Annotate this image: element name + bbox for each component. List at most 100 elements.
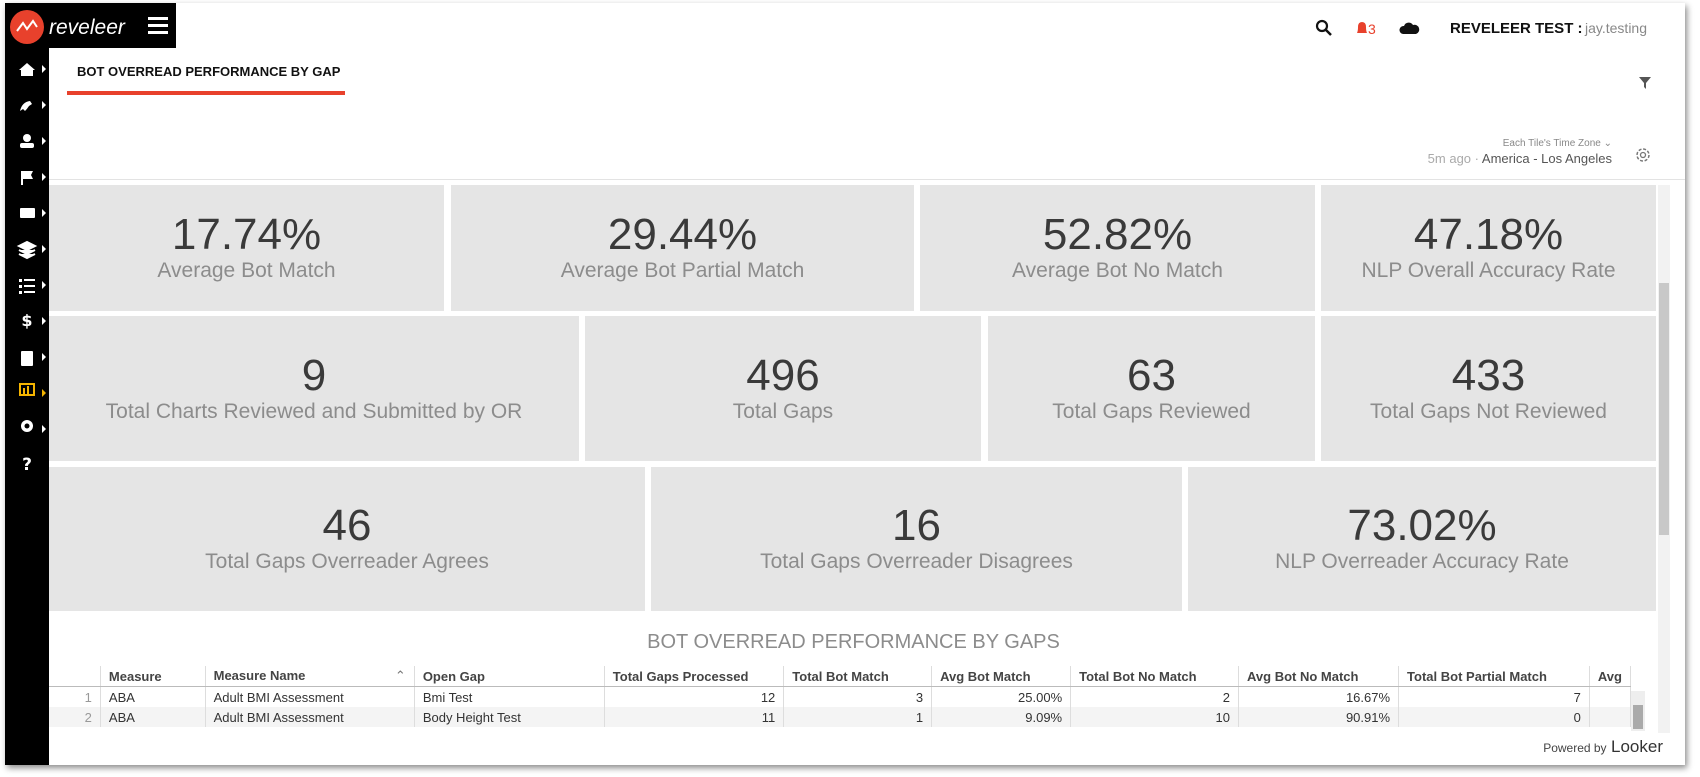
cell: 7 <box>1398 686 1590 707</box>
scrollbar[interactable] <box>1658 185 1670 733</box>
cell: ABA <box>100 686 206 707</box>
tile-value: 63 <box>1127 350 1176 400</box>
column-header[interactable]: Total Gaps Processed <box>604 666 785 687</box>
tile-label: Total Gaps Not Reviewed <box>1370 399 1607 423</box>
nav-briefcase[interactable] <box>20 208 35 218</box>
tile-label: Average Bot Match <box>157 259 336 282</box>
cell: 3 <box>783 686 933 707</box>
tile-label: Total Charts Reviewed and Submitted by O… <box>105 399 523 423</box>
cell: 9.09% <box>931 707 1072 727</box>
column-header[interactable]: Avg Bot No Match <box>1238 666 1400 687</box>
tile-label: Total Gaps Reviewed <box>1052 399 1251 423</box>
tile-value: 17.74% <box>171 210 322 259</box>
tile: 46 Total Gaps Overreader Agrees <box>49 467 645 611</box>
cell: 11 <box>604 707 785 727</box>
tab-title[interactable]: BOT OVERREAD PERFORMANCE BY GAP <box>77 64 341 79</box>
cell: 12 <box>604 686 785 707</box>
nav-dollar[interactable]: $ <box>21 311 32 330</box>
notification-count[interactable]: 3 <box>1368 21 1376 37</box>
table-row: 2 ABA Adult BMI Assessment Body Height Test… <box>49 707 1631 727</box>
column-header[interactable]: Total Bot Partial Match <box>1398 666 1590 687</box>
tile-value: 9 <box>301 350 327 400</box>
column-header[interactable]: Total Bot No Match <box>1070 666 1239 687</box>
tile-label: Average Bot No Match <box>1012 259 1223 282</box>
tile: 17.74% Average Bot Match <box>49 185 444 311</box>
tab-underline <box>67 91 345 95</box>
timezone-label[interactable]: Each Tile's Time Zone ⌄ <box>1502 138 1612 149</box>
nav-icons: $ ? <box>16 63 46 475</box>
timezone-label-text: Each Tile's Time Zone <box>1502 138 1601 149</box>
settings-icon[interactable] <box>1634 146 1652 164</box>
logo: reveleer <box>5 3 176 48</box>
nav-phone[interactable] <box>20 101 32 111</box>
looker-brand[interactable]: Looker <box>1611 737 1663 756</box>
tile: 29.44% Average Bot Partial Match <box>451 185 914 311</box>
column-header[interactable]: Avg <box>1589 666 1631 687</box>
cell <box>1589 707 1631 727</box>
nav-help[interactable]: ? <box>22 455 32 475</box>
tile-value: 29.44% <box>607 210 758 259</box>
tile-label: Average Bot Partial Match <box>560 259 805 282</box>
nav-user[interactable] <box>23 134 31 142</box>
tile-value: 433 <box>1451 350 1526 400</box>
refresh-info: 5m ago · America - Los Angeles <box>1305 151 1612 166</box>
column-header[interactable]: Measure Name ⌃ <box>205 666 415 687</box>
cell: 25.00% <box>931 686 1072 707</box>
cloud-icon[interactable] <box>1399 22 1420 34</box>
filter-icon[interactable] <box>1637 75 1653 91</box>
column-header[interactable]: Measure <box>100 666 206 687</box>
cell: 10 <box>1070 707 1239 727</box>
cell: Adult BMI Assessment <box>205 686 415 707</box>
menu-button[interactable] <box>148 17 168 34</box>
table-title: BOT OVERREAD PERFORMANCE BY GAPS <box>647 631 1060 653</box>
tile: 433 Total Gaps Not Reviewed <box>1321 316 1656 461</box>
header-row: Measure Measure Name ⌃ Open Gap Total Gaps P… <box>49 666 1631 687</box>
cell: Bmi Test <box>414 686 605 707</box>
sidebar: $ ? <box>5 3 49 765</box>
tile: 9 Total Charts Reviewed and Submitted by … <box>49 316 579 461</box>
nav-layers[interactable] <box>16 240 38 260</box>
tile-value: 52.82% <box>1042 210 1193 259</box>
bell-icon[interactable] <box>1357 22 1367 33</box>
table-wrap: Measure Measure Name ⌃ Open Gap Total Gaps P… <box>49 666 1631 732</box>
header-tools: 3 REVELEER TEST : jay.testing <box>1315 19 1647 37</box>
column-header[interactable]: Total Bot Match <box>783 666 933 687</box>
updated-ago: 5m ago <box>1427 151 1472 166</box>
nav-list[interactable] <box>19 279 22 282</box>
search-icon[interactable] <box>1315 19 1332 36</box>
tile-value: 47.18% <box>1413 210 1564 259</box>
sort-icon[interactable]: ⌃ <box>394 668 406 683</box>
cell: Body Height Test <box>414 707 605 727</box>
brand-name: reveleer <box>49 16 126 39</box>
tile-value: 16 <box>892 501 941 550</box>
cell: ABA <box>100 707 206 727</box>
divider <box>49 179 1685 180</box>
cell: Adult BMI Assessment <box>205 707 415 727</box>
tile-label: Total Gaps Overreader Agrees <box>205 550 489 573</box>
nav-reports[interactable] <box>19 383 35 396</box>
tile-label: Total Gaps Overreader Disagrees <box>760 550 1073 573</box>
tile: 47.18% NLP Overall Accuracy Rate <box>1321 185 1656 311</box>
nav-flag[interactable] <box>21 171 33 185</box>
column-header[interactable]: Open Gap <box>414 666 605 687</box>
app-frame: $ ? reveleer 3 REVELEER TEST : jay.testi… <box>5 3 1685 765</box>
data-table: Measure Measure Name ⌃ Open Gap Total Gaps P… <box>49 666 1631 727</box>
table-scrollbar-thumb[interactable] <box>1633 705 1643 729</box>
tile-value: 46 <box>322 501 372 550</box>
row-number: 2 <box>49 707 101 727</box>
cell: 16.67% <box>1238 686 1400 707</box>
tile: 52.82% Average Bot No Match <box>920 185 1315 311</box>
row-number: 1 <box>49 686 101 707</box>
column-header[interactable]: Avg Bot Match <box>931 666 1072 687</box>
nav-home[interactable] <box>19 63 35 76</box>
username[interactable]: jay.testing <box>1584 20 1647 36</box>
tile-label: NLP Overreader Accuracy Rate <box>1275 550 1569 573</box>
tile-value: 496 <box>746 350 820 400</box>
timezone[interactable]: America - Los Angeles <box>1481 151 1612 166</box>
table-scrollbar[interactable] <box>1631 691 1645 731</box>
tile: 496 Total Gaps <box>585 316 981 461</box>
scrollbar-thumb[interactable] <box>1659 283 1669 535</box>
nav-clipboard[interactable] <box>21 351 33 366</box>
meta-separator: · <box>1474 151 1480 166</box>
